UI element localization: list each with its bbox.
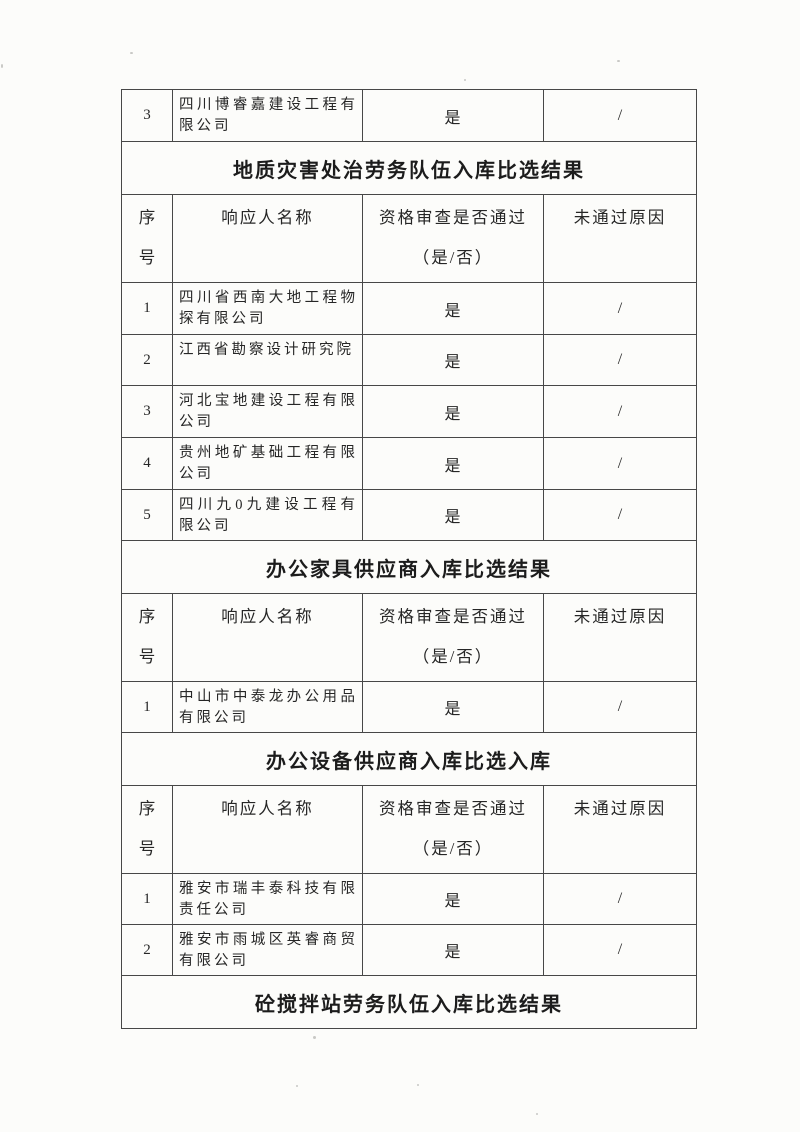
company-name: 贵州地矿基础工程有限公司	[179, 445, 358, 482]
passed-cell: 是	[362, 681, 544, 733]
company-name: 江西省勘察设计研究院	[179, 342, 354, 358]
table-header-row: 序号 响应人名称 资格审查是否通过 （是/否） 未通过原因	[121, 785, 697, 874]
header-serial: 序号	[121, 194, 173, 283]
serial-cell: 3	[121, 385, 173, 438]
serial-cell: 1	[121, 681, 173, 733]
header-qualification-passed: 资格审查是否通过 （是/否）	[362, 194, 544, 283]
header-qualification-line1: 资格审查是否通过	[379, 208, 527, 227]
reason-cell: /	[543, 89, 697, 142]
passed-cell: 是	[362, 334, 544, 386]
scan-speck	[617, 60, 620, 62]
section-title-row: 办公家具供应商入库比选结果	[121, 540, 697, 594]
table-header-row: 序号 响应人名称 资格审查是否通过 （是/否） 未通过原因	[121, 194, 697, 283]
header-qualification-line1: 资格审查是否通过	[379, 799, 527, 818]
company-name-cell: 四川博睿嘉建设工程有限公司	[172, 89, 363, 142]
passed-cell: 是	[362, 437, 544, 490]
company-name-cell: 贵州地矿基础工程有限公司	[172, 437, 363, 490]
table-header-row: 序号 响应人名称 资格审查是否通过 （是/否） 未通过原因	[121, 593, 697, 682]
passed-cell: 是	[362, 489, 544, 541]
company-name: 雅安市雨城区英睿商贸有限公司	[179, 932, 358, 969]
table-row: 5 四川九0九建设工程有限公司 是 /	[121, 489, 697, 541]
company-name-cell: 中山市中泰龙办公用品有限公司	[172, 681, 363, 733]
scan-speck	[464, 79, 466, 81]
table-row: 2 江西省勘察设计研究院 是 /	[121, 334, 697, 386]
serial-cell: 3	[121, 89, 173, 142]
header-respondent-name: 响应人名称	[172, 194, 363, 283]
reason-cell: /	[543, 334, 697, 386]
company-name: 四川博睿嘉建设工程有限公司	[179, 97, 358, 134]
company-name: 四川省西南大地工程物探有限公司	[179, 290, 358, 327]
company-name: 河北宝地建设工程有限公司	[179, 393, 358, 430]
table-row: 2 雅安市雨城区英睿商贸有限公司 是 /	[121, 924, 697, 976]
reason-cell: /	[543, 489, 697, 541]
company-name: 四川九0九建设工程有限公司	[179, 497, 358, 534]
serial-cell: 4	[121, 437, 173, 490]
reason-cell: /	[543, 282, 697, 335]
section-title-office-furniture: 办公家具供应商入库比选结果	[121, 540, 697, 594]
reason-cell: /	[543, 924, 697, 976]
header-qualification-line2: （是/否）	[412, 839, 494, 858]
section-title-geological: 地质灾害处治劳务队伍入库比选结果	[121, 141, 697, 195]
passed-cell: 是	[362, 924, 544, 976]
reason-cell: /	[543, 385, 697, 438]
section-title-row: 地质灾害处治劳务队伍入库比选结果	[121, 141, 697, 195]
header-fail-reason: 未通过原因	[543, 785, 697, 874]
header-qualification-line2: （是/否）	[412, 647, 494, 666]
company-name-cell: 四川九0九建设工程有限公司	[172, 489, 363, 541]
company-name-cell: 雅安市雨城区英睿商贸有限公司	[172, 924, 363, 976]
header-respondent-name: 响应人名称	[172, 785, 363, 874]
header-qualification-passed: 资格审查是否通过 （是/否）	[362, 785, 544, 874]
passed-cell: 是	[362, 282, 544, 335]
table-row: 3 河北宝地建设工程有限公司 是 /	[121, 385, 697, 438]
header-serial: 序号	[121, 785, 173, 874]
table-row: 3 四川博睿嘉建设工程有限公司 是 /	[121, 89, 697, 142]
header-qualification-line1: 资格审查是否通过	[379, 607, 527, 626]
table-row: 1 四川省西南大地工程物探有限公司 是 /	[121, 282, 697, 335]
scan-speck	[296, 1085, 298, 1087]
results-table-region: 3 四川博睿嘉建设工程有限公司 是 / 地质灾害处治劳务队伍入库比选结果 序号 …	[121, 89, 697, 1029]
serial-cell: 5	[121, 489, 173, 541]
company-name: 中山市中泰龙办公用品有限公司	[179, 689, 358, 726]
header-qualification-line2: （是/否）	[412, 248, 494, 267]
section-title-row: 办公设备供应商入库比选入库	[121, 732, 697, 786]
section-title-office-equipment: 办公设备供应商入库比选入库	[121, 732, 697, 786]
table-row: 4 贵州地矿基础工程有限公司 是 /	[121, 437, 697, 490]
serial-cell: 2	[121, 334, 173, 386]
passed-cell: 是	[362, 385, 544, 438]
header-respondent-name: 响应人名称	[172, 593, 363, 682]
company-name: 雅安市瑞丰泰科技有限责任公司	[179, 881, 358, 918]
company-name-cell: 雅安市瑞丰泰科技有限责任公司	[172, 873, 363, 925]
passed-cell: 是	[362, 89, 544, 142]
scan-speck	[130, 52, 133, 54]
scan-speck	[1, 64, 3, 68]
scan-speck	[536, 1113, 538, 1115]
header-serial: 序号	[121, 593, 173, 682]
reason-cell: /	[543, 873, 697, 925]
scan-speck	[417, 1084, 419, 1086]
results-table: 3 四川博睿嘉建设工程有限公司 是 / 地质灾害处治劳务队伍入库比选结果 序号 …	[121, 89, 697, 1029]
company-name-cell: 河北宝地建设工程有限公司	[172, 385, 363, 438]
header-fail-reason: 未通过原因	[543, 593, 697, 682]
serial-cell: 1	[121, 282, 173, 335]
header-fail-reason: 未通过原因	[543, 194, 697, 283]
reason-cell: /	[543, 437, 697, 490]
serial-cell: 2	[121, 924, 173, 976]
serial-cell: 1	[121, 873, 173, 925]
passed-cell: 是	[362, 873, 544, 925]
reason-cell: /	[543, 681, 697, 733]
table-row: 1 中山市中泰龙办公用品有限公司 是 /	[121, 681, 697, 733]
scan-speck	[313, 1036, 316, 1039]
section-title-concrete-station: 砼搅拌站劳务队伍入库比选结果	[121, 975, 697, 1029]
header-qualification-passed: 资格审查是否通过 （是/否）	[362, 593, 544, 682]
company-name-cell: 四川省西南大地工程物探有限公司	[172, 282, 363, 335]
company-name-cell: 江西省勘察设计研究院	[172, 334, 363, 386]
section-title-row: 砼搅拌站劳务队伍入库比选结果	[121, 975, 697, 1029]
table-row: 1 雅安市瑞丰泰科技有限责任公司 是 /	[121, 873, 697, 925]
